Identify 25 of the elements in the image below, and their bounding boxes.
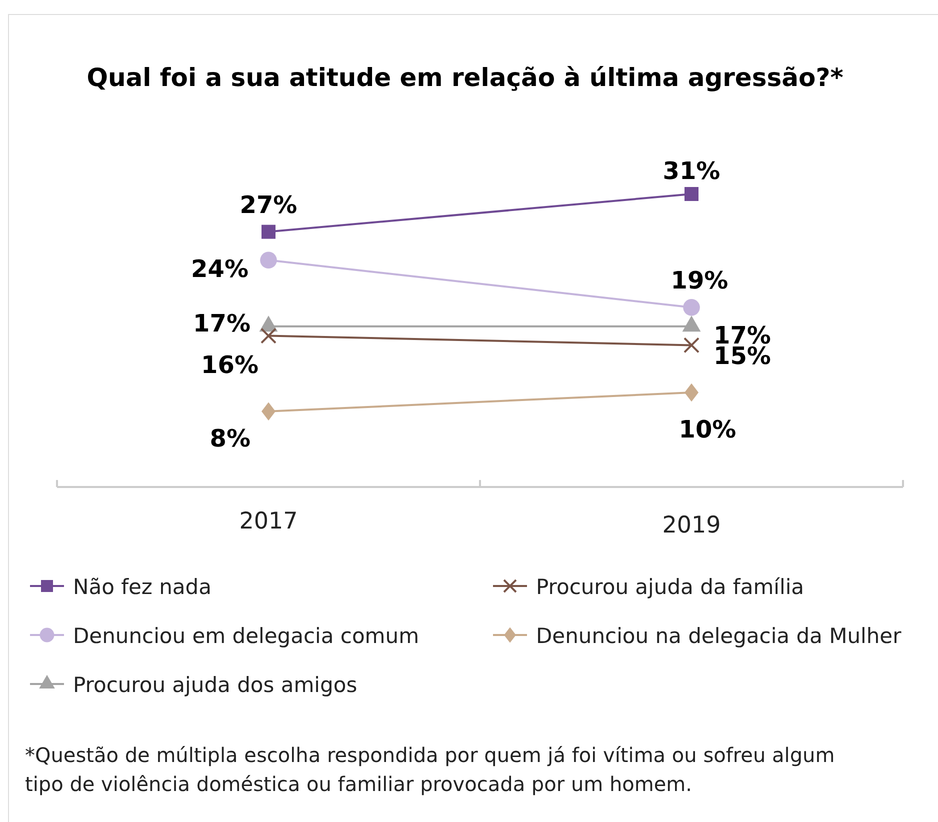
data-label: 27% (240, 190, 298, 219)
point (260, 328, 276, 344)
legend-label: Denunciou na delegacia da Mulher (536, 624, 902, 648)
legend-label: Não fez nada (73, 575, 212, 599)
point (683, 299, 700, 316)
data-label: 17% (193, 309, 250, 338)
chart-title: Qual foi a sua atitude em relação à última agressão?* (86, 63, 844, 92)
data-label: 10% (678, 415, 736, 444)
point (684, 383, 698, 402)
data-label: 19% (670, 266, 728, 294)
point (684, 337, 700, 354)
data-label: 31% (662, 157, 720, 185)
x-tick-label: 2017 (239, 508, 298, 534)
legend-label: Procurou ajuda da família (536, 575, 804, 599)
point (684, 187, 698, 201)
point (262, 224, 276, 239)
legend-label: Procurou ajuda dos amigos (73, 673, 358, 697)
legend-label: Denunciou em delegacia comum (73, 624, 420, 648)
data-label: 16% (201, 350, 258, 379)
x-tick-label: 2019 (662, 512, 721, 539)
point (262, 402, 276, 420)
point (260, 252, 277, 269)
data-label: 8% (210, 424, 250, 452)
text: *Questão de múltipla escolha respondida por quem já foi vítima ou sofreu algum tipo de violência doméstica ou familiar provocada por um homem. (25, 743, 835, 796)
data-label: 24% (191, 255, 248, 284)
